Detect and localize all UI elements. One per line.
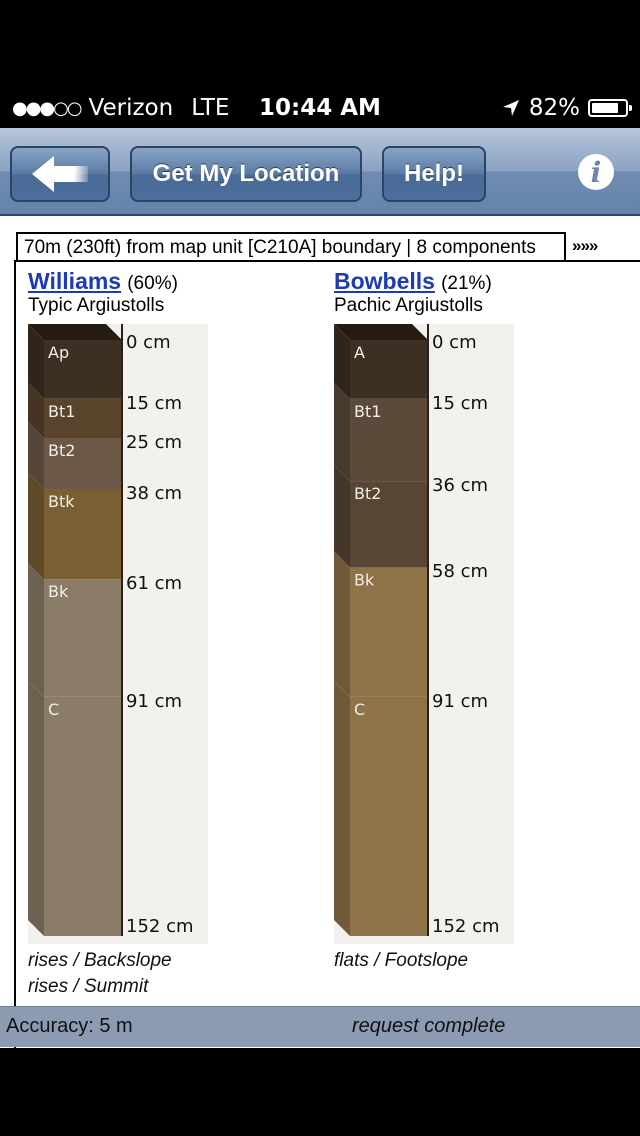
back-button[interactable] [10,146,110,202]
map-unit-info: 70m (230ft) from map unit [C210A] bounda… [16,232,566,262]
horizon-layer [350,567,428,697]
horizon-side-face [28,680,44,936]
signal-strength-icon: ●●●○○ [12,97,83,119]
more-components-link[interactable]: »»» [572,236,598,255]
horizon-label: Bt2 [48,441,75,460]
status-bar: ●●●○○ Verizon LTE 10:44 AM 82% [0,88,640,128]
horizon-layer [350,398,428,482]
accuracy-text: Accuracy: 5 m [6,1015,133,1037]
status-left: ●●●○○ Verizon LTE [12,95,229,121]
depth-label: 0 cm [432,332,477,353]
horizon-label: C [48,700,59,719]
battery-percentage: 82% [528,95,580,121]
horizon-side-face [334,465,350,568]
depth-label: 0 cm [126,332,171,353]
horizon-label: Btk [48,492,75,511]
horizon-side-face [28,473,44,580]
request-status: request complete [352,1015,506,1037]
horizon-label: Bk [48,582,69,601]
help-button[interactable]: Help! [382,146,486,202]
depth-label: 152 cm [126,916,194,937]
info-icon[interactable]: i [578,154,614,190]
horizon-label: C [354,700,365,719]
horizon-layer [44,340,122,399]
soil-profile-williams[interactable]: Ap Bt1 Bt2 Btk Bk C 0 cm 15 cm 25 cm 38 cm 61 cm 91… [28,324,208,944]
horizon-layer [350,481,428,568]
depth-label: 15 cm [432,392,489,414]
horizon-label: Ap [48,343,69,362]
components-frame [14,260,640,1060]
soil-profile-chart: A Bt1 Bt2 Bk C [334,324,429,936]
horizon-layer [350,340,428,399]
component-bowbells: Bowbells (21%) Pachic Argiustolls [334,268,492,317]
component-taxonomy: Typic Argiustolls [28,295,165,316]
content-area: 70m (230ft) from map unit [C210A] bounda… [0,216,640,1060]
landform-text: rises / Summit [28,976,149,997]
soil-profile-bowbells[interactable]: A Bt1 Bt2 Bk C 0 cm 15 cm 36 cm 58 cm 91 cm 152 cm [334,324,514,944]
horizon-side-face [28,382,44,439]
horizon-layer [44,398,122,439]
depth-label: 25 cm [126,432,183,454]
profile-top-cap [334,324,428,340]
depth-label: 91 cm [126,690,183,712]
depth-label: 152 cm [432,916,500,937]
depth-label: 15 cm [126,392,183,414]
horizon-layer [44,438,122,489]
landform-text: rises / Backslope [28,950,172,971]
horizon-side-face [334,382,350,482]
horizon-side-face [28,422,44,489]
back-arrow-icon [32,156,88,192]
horizon-side-face [28,563,44,697]
horizon-layer [44,579,122,697]
horizon-side-face [334,680,350,936]
component-name-link[interactable]: Bowbells [334,268,435,294]
battery-level [592,103,619,113]
horizon-label: Bk [354,570,375,589]
status-footer: Accuracy: 5 m request complete [0,1006,640,1047]
component-name-link[interactable]: Williams [28,268,122,294]
depth-label: 91 cm [432,690,489,712]
depth-label: 38 cm [126,483,183,504]
landform-text: flats / Footslope [334,950,469,971]
horizon-label: Bt1 [48,402,75,421]
horizon-layer [44,696,122,936]
battery-icon [588,99,632,117]
horizon-layer [44,489,122,580]
component-percent: (60%) [127,273,178,294]
horizon-label: A [354,343,365,362]
get-my-location-button[interactable]: Get My Location [130,146,362,202]
horizon-side-face [334,324,350,399]
soil-profile-chart: Ap Bt1 Bt2 Btk Bk C [28,324,123,936]
depth-label: 58 cm [432,561,489,583]
component-taxonomy: Pachic Argiustolls [334,295,483,316]
depth-label: 36 cm [432,475,489,497]
component-williams: Williams (60%) Typic Argiustolls [28,268,178,317]
status-right: 82% [501,95,632,121]
horizon-label: Bt2 [354,484,381,503]
depth-label: 61 cm [126,573,183,595]
carrier-name: Verizon [88,95,174,121]
horizon-side-face [28,324,44,399]
horizon-label: Bt1 [354,402,381,421]
network-type: LTE [191,95,230,121]
horizon-side-face [334,551,350,697]
profile-top-cap [28,324,122,340]
toolbar: Get My Location Help! [0,128,640,216]
horizon-layer [350,696,428,936]
component-percent: (21%) [441,273,492,294]
status-time: 10:44 AM [259,95,381,121]
location-arrow-icon [502,100,519,116]
